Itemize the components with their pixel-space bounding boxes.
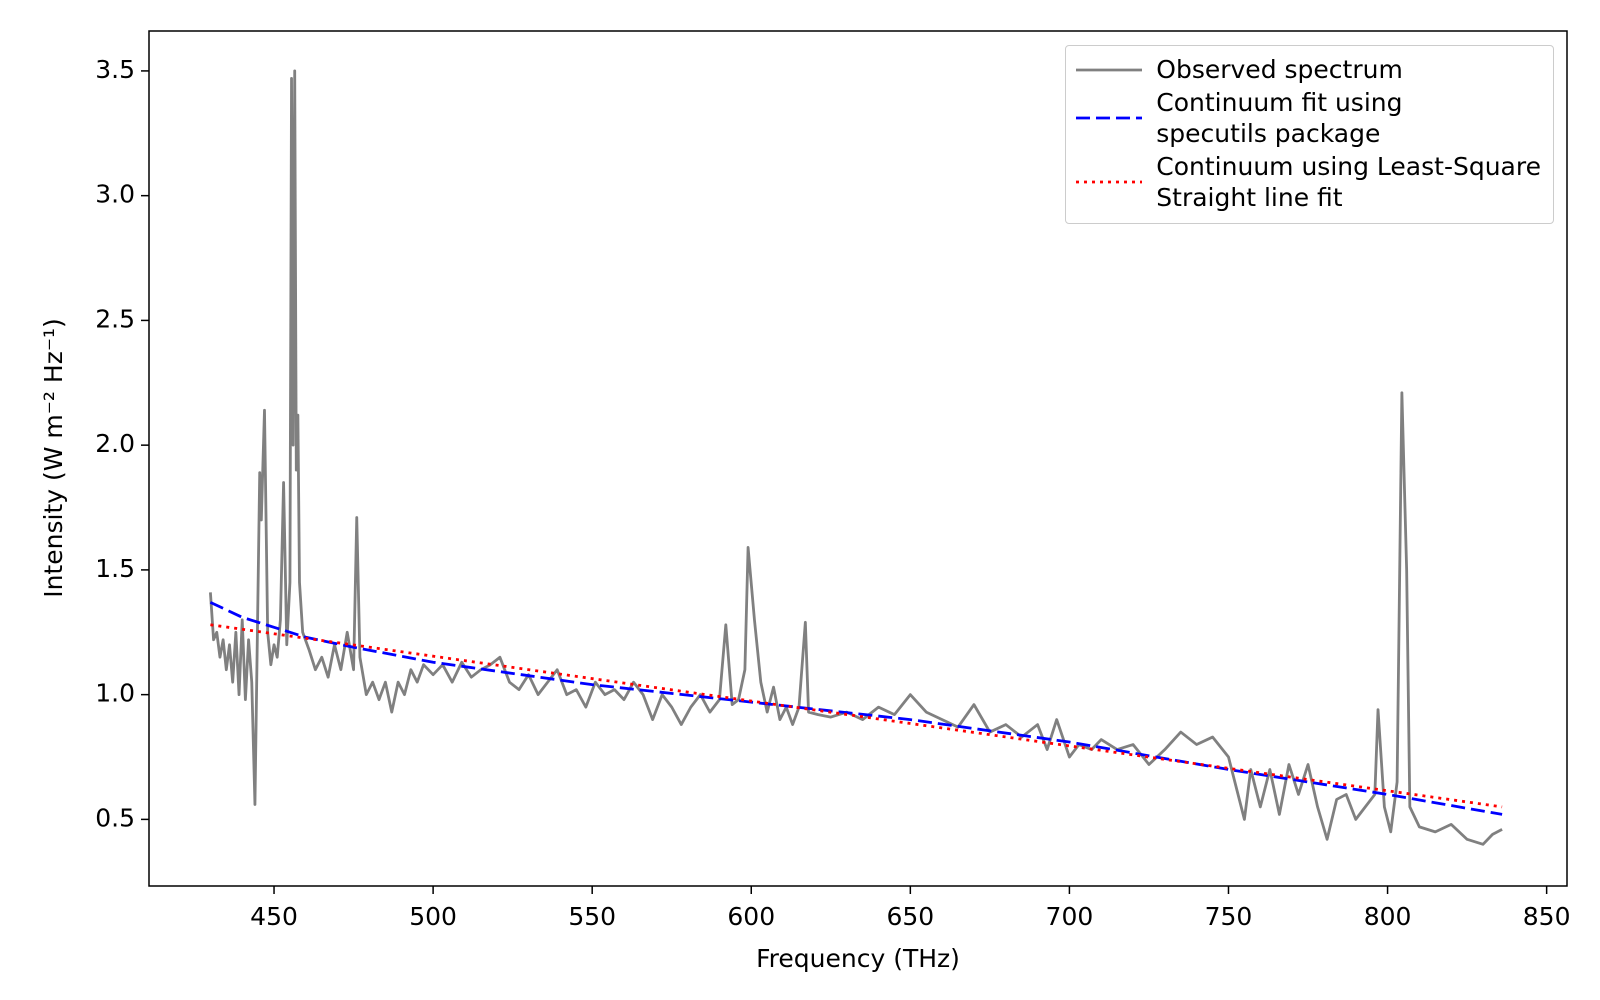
y-tick-label: 1.5 [95,554,135,583]
legend-entry: Continuum using Least-Square Straight li… [1074,151,1541,213]
x-tick-label: 800 [1364,902,1412,931]
y-tick-label: 2.5 [95,304,135,333]
series-line [209,69,1503,846]
legend-entry: Observed spectrum [1074,54,1541,85]
y-tick-label: 3.0 [95,180,135,209]
x-axis-label: Frequency (THz) [756,944,960,973]
y-tick-label: 0.5 [95,803,135,832]
x-tick-label: 500 [409,902,457,931]
legend-label: Observed spectrum [1156,55,1403,84]
y-axis-label: Intensity (W m⁻² Hz⁻¹) [39,318,68,598]
x-tick-label: 850 [1523,902,1571,931]
x-tick-label: 650 [886,902,934,931]
series-line [209,601,1503,816]
x-tick-label: 700 [1046,902,1094,931]
x-tick-label: 550 [568,902,616,931]
legend-label: Continuum fit using specutils package [1156,88,1403,148]
y-tick-label: 2.0 [95,429,135,458]
legend-swatch [1076,116,1143,120]
x-tick-label: 750 [1205,902,1253,931]
plot-frame [148,30,1568,887]
y-tick-label: 1.0 [95,679,135,708]
legend: Observed spectrum Continuum fit using spe… [1065,45,1554,224]
legend-swatch [1076,180,1143,184]
x-tick-label: 450 [250,902,298,931]
legend-entry: Continuum fit using specutils package [1074,87,1541,149]
series-line [210,623,1503,809]
y-tick-label: 3.5 [95,55,135,84]
legend-swatch [1076,68,1143,71]
x-tick-label: 600 [727,902,775,931]
legend-label: Continuum using Least-Square Straight li… [1156,152,1541,212]
